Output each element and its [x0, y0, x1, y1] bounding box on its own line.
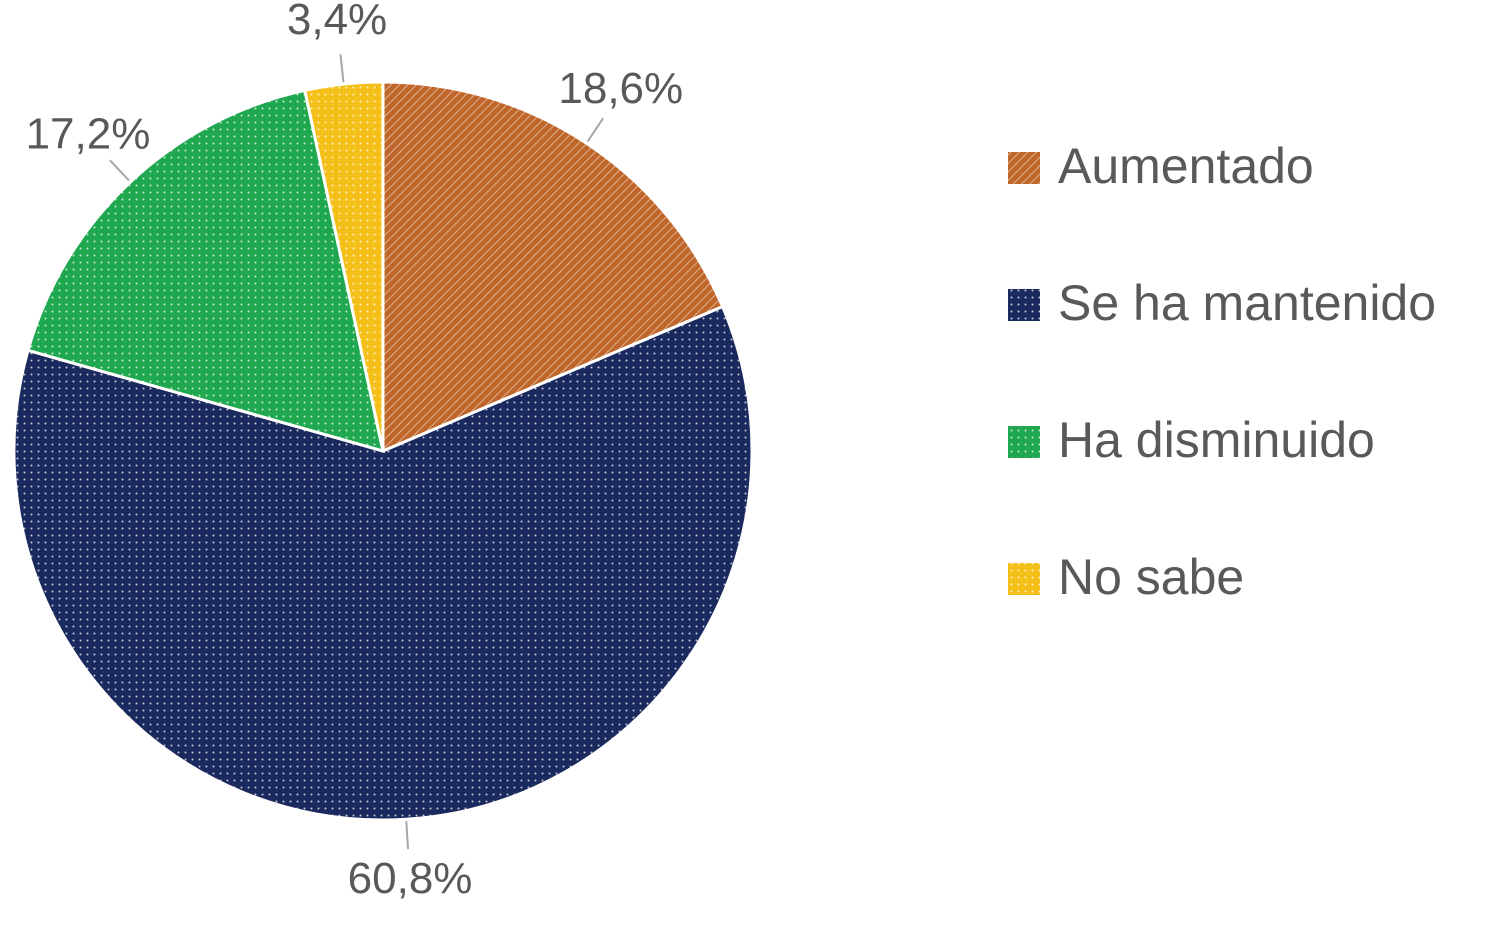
data-label: 18,6%: [558, 64, 683, 113]
legend-swatch-pattern: [1008, 426, 1040, 458]
legend: Aumentado Se ha mantenido Ha disminuido No …: [1008, 138, 1436, 605]
legend-label: Ha disminuido: [1058, 412, 1375, 468]
leader-line: [339, 54, 345, 83]
leader-line: [586, 117, 604, 143]
legend-label: No sabe: [1058, 549, 1244, 605]
legend-label: Aumentado: [1058, 138, 1314, 194]
legend-swatch-pattern: [1008, 563, 1040, 595]
leader-line: [405, 821, 410, 850]
data-label: 3,4%: [287, 0, 387, 44]
legend-swatch-pattern: [1008, 152, 1040, 184]
data-label: 60,8%: [348, 854, 473, 903]
pie: [12, 80, 754, 822]
data-labels: 18,6% 60,8% 17,2% 3,4%: [26, 0, 684, 903]
leader-line: [109, 159, 130, 182]
legend-swatch-pattern: [1008, 289, 1040, 321]
legend-label: Se ha mantenido: [1058, 275, 1436, 331]
data-label: 17,2%: [26, 109, 151, 158]
